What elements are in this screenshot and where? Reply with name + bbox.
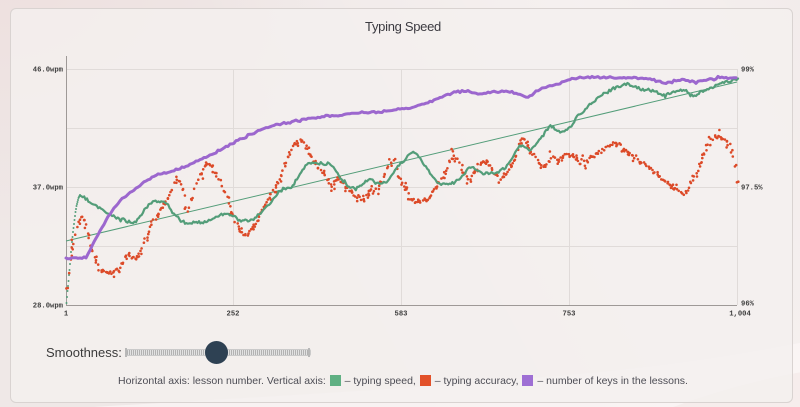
svg-text:252: 252 (227, 311, 240, 319)
svg-text:37.0wpm: 37.0wpm (33, 185, 64, 193)
svg-text:753: 753 (563, 311, 576, 319)
svg-text:99%: 99% (741, 67, 755, 75)
svg-text:97.5%: 97.5% (741, 185, 763, 193)
svg-text:46.0wpm: 46.0wpm (33, 67, 64, 75)
svg-text:28.0wpm: 28.0wpm (33, 303, 64, 311)
svg-text:1,004: 1,004 (729, 311, 751, 319)
svg-text:96%: 96% (741, 301, 755, 309)
svg-text:1: 1 (64, 311, 69, 319)
svg-text:583: 583 (395, 311, 408, 319)
